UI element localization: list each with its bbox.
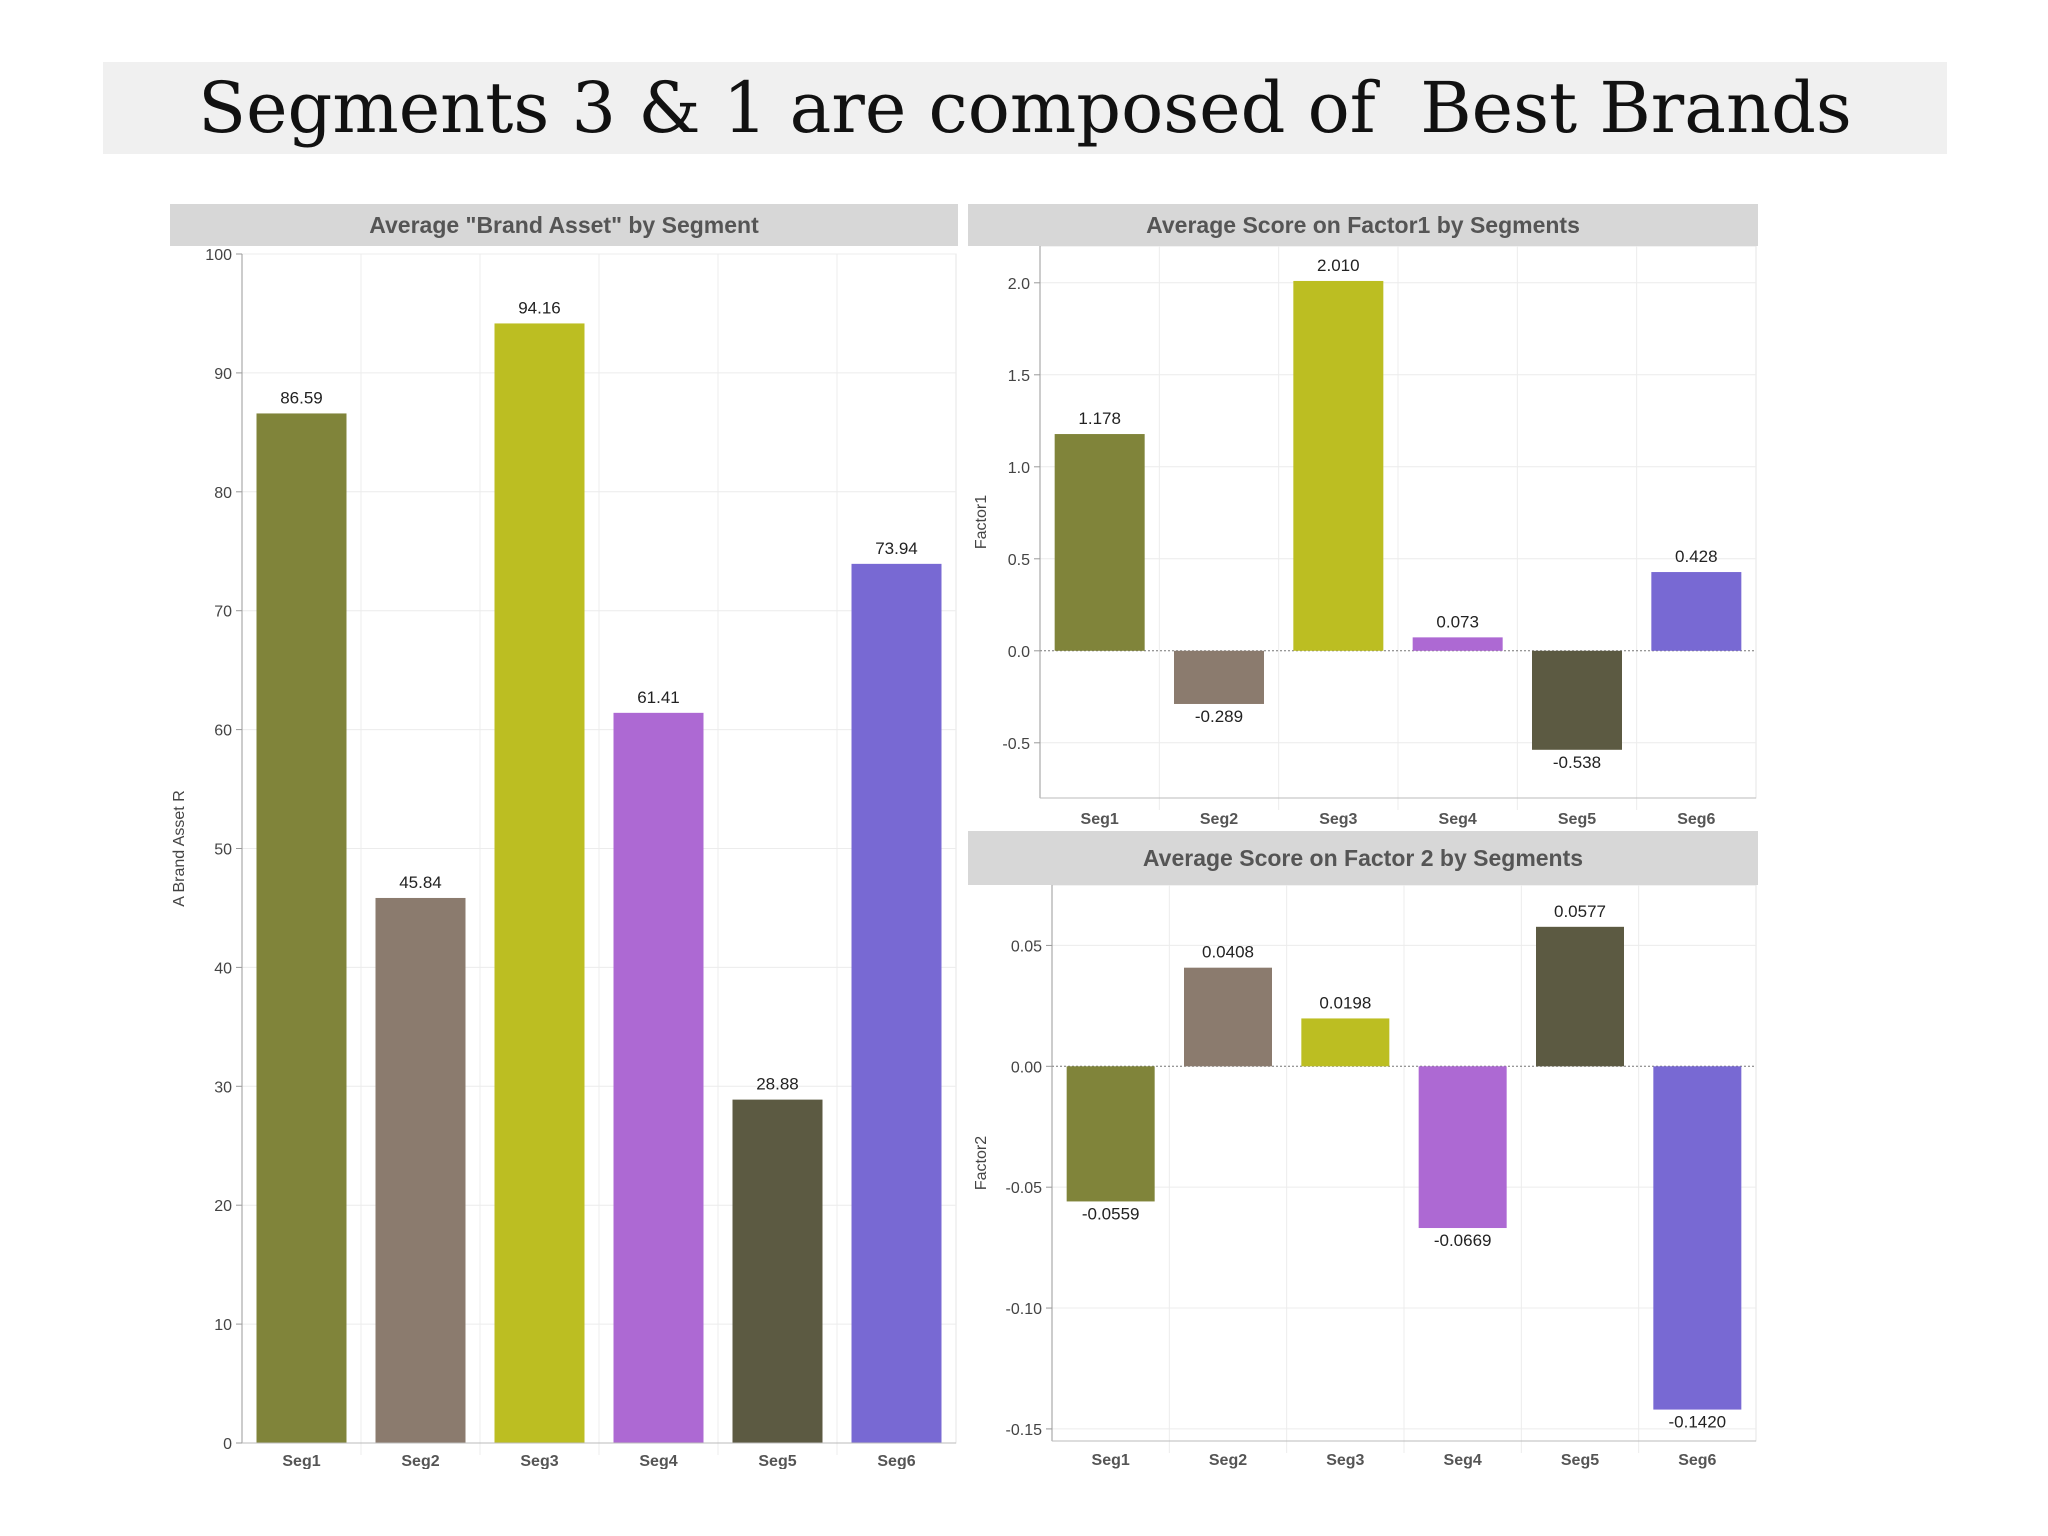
y-tick-label: 10 bbox=[214, 1317, 232, 1334]
y-tick-label: 0.5 bbox=[1008, 552, 1030, 569]
data-label-seg4: 61.41 bbox=[637, 688, 680, 707]
factor1-chart: -0.5 0.0 0.5 1.0 1.5 2.0 Factor1 1.178 Seg1 -0.28… bbox=[973, 246, 1757, 828]
x-tick-label-seg3: Seg3 bbox=[1326, 1452, 1364, 1469]
x-tick-label-seg2: Seg2 bbox=[1200, 811, 1238, 828]
y-tick-label: -0.5 bbox=[1002, 736, 1030, 753]
y-axis-label: A Brand Asset R bbox=[171, 790, 188, 907]
bar-seg2 bbox=[1174, 650, 1264, 704]
data-label-seg5: -0.538 bbox=[1553, 753, 1601, 772]
bar-seg6 bbox=[1653, 1066, 1742, 1410]
data-label-seg3: 2.010 bbox=[1317, 256, 1360, 275]
y-tick-label: -0.15 bbox=[1006, 1422, 1043, 1439]
data-label-seg2: 0.0408 bbox=[1202, 943, 1254, 962]
y-tick-label: 60 bbox=[214, 723, 232, 740]
factor2-chart-title: Average Score on Factor 2 by Segments bbox=[968, 831, 1758, 885]
data-label-seg4: -0.0669 bbox=[1434, 1231, 1492, 1250]
y-axis-label: Factor2 bbox=[973, 1136, 990, 1190]
bar-seg5 bbox=[732, 1099, 823, 1443]
y-tick-label: 70 bbox=[214, 604, 232, 621]
data-label-seg3: 94.16 bbox=[518, 298, 561, 317]
y-tick-label: 30 bbox=[214, 1079, 232, 1096]
data-label-seg6: 73.94 bbox=[875, 539, 918, 558]
y-axis-label: Factor1 bbox=[973, 495, 990, 549]
x-tick-label-seg3: Seg3 bbox=[1319, 811, 1357, 828]
x-tick-label-seg1: Seg1 bbox=[1092, 1452, 1130, 1469]
y-tick-label: 90 bbox=[214, 366, 232, 383]
data-label-seg1: 1.178 bbox=[1078, 409, 1121, 428]
bar-seg3 bbox=[1293, 280, 1384, 651]
y-tick-label: 100 bbox=[205, 247, 232, 264]
bar-seg3 bbox=[1301, 1018, 1390, 1067]
data-label-seg2: 45.84 bbox=[399, 873, 442, 892]
x-tick-label-seg5: Seg5 bbox=[1561, 1452, 1599, 1469]
x-tick-label-seg4: Seg4 bbox=[639, 1453, 677, 1469]
bar-seg6 bbox=[1651, 572, 1742, 651]
bar-seg3 bbox=[494, 323, 585, 1443]
x-tick-label-seg6: Seg6 bbox=[1677, 811, 1715, 828]
data-label-seg5: 28.88 bbox=[756, 1075, 799, 1094]
factor1-panel: Average Score on Factor1 by Segments -0.… bbox=[968, 204, 1758, 828]
y-tick-label: 0.00 bbox=[1011, 1059, 1042, 1076]
y-tick-label: 40 bbox=[214, 960, 232, 977]
data-label-seg6: 0.428 bbox=[1675, 547, 1718, 566]
factor2-chart: -0.15 -0.10 -0.05 0.00 0.05 Factor2 -0.0559 Seg… bbox=[973, 885, 1757, 1469]
x-tick-label-seg3: Seg3 bbox=[520, 1453, 558, 1469]
x-tick-label-seg5: Seg5 bbox=[1558, 811, 1596, 828]
x-tick-label-seg4: Seg4 bbox=[1444, 1452, 1482, 1469]
bar-seg2 bbox=[375, 897, 466, 1443]
x-tick-label-seg2: Seg2 bbox=[1209, 1452, 1247, 1469]
y-tick-label: 0.0 bbox=[1008, 644, 1030, 661]
x-tick-label-seg1: Seg1 bbox=[1081, 811, 1119, 828]
x-tick-label-seg5: Seg5 bbox=[758, 1453, 796, 1469]
y-tick-label: 1.0 bbox=[1008, 460, 1030, 477]
factor2-panel: Average Score on Factor 2 by Segments -0… bbox=[968, 831, 1758, 1469]
data-label-seg1: -0.0559 bbox=[1082, 1204, 1140, 1223]
bar-seg1 bbox=[256, 413, 347, 1444]
factor1-chart-title: Average Score on Factor1 by Segments bbox=[968, 204, 1758, 246]
x-tick-label-seg1: Seg1 bbox=[282, 1453, 320, 1469]
y-tick-label: 0.05 bbox=[1011, 938, 1042, 955]
bar-seg1 bbox=[1054, 434, 1145, 651]
data-label-seg1: 86.59 bbox=[280, 388, 323, 407]
x-tick-label-seg4: Seg4 bbox=[1439, 811, 1477, 828]
bar-seg2 bbox=[1184, 967, 1272, 1067]
x-tick-label-seg6: Seg6 bbox=[1678, 1452, 1716, 1469]
bar-seg1 bbox=[1066, 1066, 1155, 1202]
data-label-seg2: -0.289 bbox=[1195, 707, 1243, 726]
brand-asset-chart: 0 10 20 30 40 50 60 70 80 90 100 A Brand Asset R 86.… bbox=[171, 247, 957, 1469]
y-tick-label: -0.10 bbox=[1006, 1301, 1043, 1318]
data-label-seg5: 0.0577 bbox=[1554, 902, 1606, 921]
y-tick-label: 0 bbox=[223, 1436, 232, 1453]
data-label-seg3: 0.0198 bbox=[1319, 993, 1371, 1012]
brand-asset-chart-title: Average "Brand Asset" by Segment bbox=[170, 204, 958, 246]
bar-seg4 bbox=[1412, 637, 1503, 651]
y-tick-label: 20 bbox=[214, 1198, 232, 1215]
y-tick-label: 2.0 bbox=[1008, 276, 1030, 293]
x-tick-label-seg6: Seg6 bbox=[877, 1453, 915, 1469]
bar-seg5 bbox=[1536, 926, 1624, 1067]
data-label-seg6: -0.1420 bbox=[1668, 1413, 1726, 1432]
brand-asset-panel: Average "Brand Asset" by Segment 0 10 20 30… bbox=[170, 204, 958, 1469]
x-tick-label-seg2: Seg2 bbox=[401, 1453, 439, 1469]
bar-seg6 bbox=[851, 563, 942, 1443]
y-tick-label: 1.5 bbox=[1008, 368, 1030, 385]
y-tick-label: 50 bbox=[214, 842, 232, 859]
y-tick-label: 80 bbox=[214, 485, 232, 502]
y-tick-label: -0.05 bbox=[1006, 1180, 1043, 1197]
bar-seg4 bbox=[613, 712, 704, 1443]
slide-title: Segments 3 & 1 are composed of Best Bran… bbox=[103, 62, 1947, 154]
data-label-seg4: 0.073 bbox=[1436, 612, 1479, 631]
bar-seg5 bbox=[1532, 650, 1622, 750]
bar-seg4 bbox=[1418, 1066, 1507, 1229]
